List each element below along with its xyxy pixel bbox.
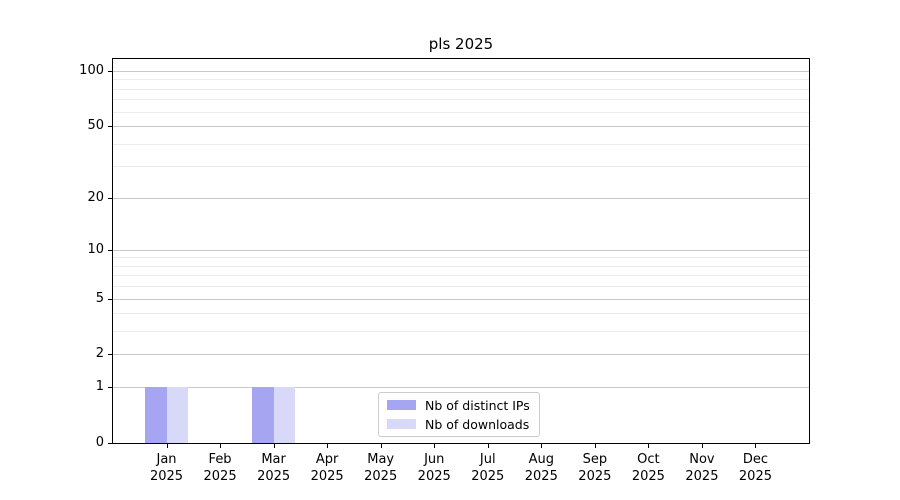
minor-gridline bbox=[113, 79, 809, 81]
legend-label-distinct-ips: Nb of distinct IPs bbox=[425, 397, 530, 413]
y-tick-mark bbox=[108, 125, 112, 127]
minor-gridline bbox=[113, 257, 809, 259]
x-tick-mark bbox=[327, 444, 329, 448]
bars-layer bbox=[113, 59, 809, 443]
minor-gridline bbox=[113, 143, 809, 145]
x-tick-label: Jan 2025 bbox=[149, 452, 184, 484]
bar-mar-series-1 bbox=[273, 387, 296, 443]
y-tick-label: 20 bbox=[87, 189, 104, 205]
x-tick-mark bbox=[380, 444, 382, 448]
minor-gridline bbox=[113, 166, 809, 168]
x-tick-mark bbox=[166, 444, 168, 448]
bar-jan-series-1 bbox=[166, 387, 188, 443]
x-tick-mark bbox=[594, 444, 596, 448]
y-tick-mark bbox=[108, 197, 112, 199]
y-tick-label: 10 bbox=[87, 241, 104, 257]
y-tick-mark bbox=[108, 354, 112, 356]
x-tick-label: Aug 2025 bbox=[524, 452, 558, 484]
y-tick-mark bbox=[108, 443, 112, 444]
y-tick-mark bbox=[108, 70, 112, 72]
major-gridline bbox=[113, 249, 809, 251]
x-tick-label: Apr 2025 bbox=[310, 452, 344, 484]
minor-gridline bbox=[113, 331, 809, 333]
major-gridline bbox=[113, 298, 809, 300]
y-tick-mark bbox=[108, 387, 112, 389]
x-tick-mark bbox=[487, 444, 489, 448]
bar-mar-series-0 bbox=[252, 387, 274, 443]
x-tick-label: Mar 2025 bbox=[257, 452, 291, 484]
major-gridline bbox=[113, 125, 809, 127]
bar-jan-series-0 bbox=[145, 387, 167, 443]
y-tick-label: 50 bbox=[87, 117, 104, 133]
legend-label-downloads: Nb of downloads bbox=[425, 416, 530, 432]
x-tick-label: Nov 2025 bbox=[685, 452, 719, 484]
major-gridline bbox=[113, 354, 809, 356]
y-tick-mark bbox=[108, 249, 112, 251]
minor-gridline bbox=[113, 286, 809, 288]
legend: Nb of distinct IPs Nb of downloads bbox=[378, 392, 540, 437]
legend-swatch-distinct-ips bbox=[387, 400, 416, 410]
y-tick-label: 1 bbox=[95, 379, 104, 395]
minor-gridline bbox=[113, 111, 809, 113]
y-tick-label: 2 bbox=[95, 346, 104, 362]
y-tick-label: 100 bbox=[79, 62, 104, 78]
gridlines-layer bbox=[113, 59, 809, 443]
x-tick-mark bbox=[541, 444, 543, 448]
x-tick-label: Sep 2025 bbox=[578, 452, 612, 484]
major-gridline bbox=[113, 70, 809, 72]
y-tick-label: 5 bbox=[95, 290, 104, 306]
x-tick-label: May 2025 bbox=[364, 452, 398, 484]
minor-gridline bbox=[113, 313, 809, 315]
y-tick-label: 0 bbox=[95, 435, 104, 450]
x-tick-label: Jul 2025 bbox=[471, 452, 505, 484]
x-tick-mark bbox=[701, 444, 703, 448]
x-tick-mark bbox=[273, 444, 275, 448]
x-tick-mark bbox=[648, 444, 650, 448]
y-tick-mark bbox=[108, 298, 112, 300]
major-gridline bbox=[113, 387, 809, 389]
x-tick-label: Jun 2025 bbox=[417, 452, 451, 484]
x-tick-label: Dec 2025 bbox=[738, 452, 772, 484]
chart-title: pls 2025 bbox=[428, 35, 494, 53]
plot-area bbox=[112, 58, 810, 444]
minor-gridline bbox=[113, 265, 809, 267]
minor-gridline bbox=[113, 275, 809, 277]
legend-item-distinct-ips: Nb of distinct IPs bbox=[387, 397, 530, 413]
legend-swatch-downloads bbox=[387, 419, 416, 429]
x-tick-label: Feb 2025 bbox=[203, 452, 237, 484]
major-gridline bbox=[113, 197, 809, 199]
minor-gridline bbox=[113, 99, 809, 101]
x-tick-label: Oct 2025 bbox=[631, 452, 665, 484]
minor-gridline bbox=[113, 88, 809, 90]
x-tick-mark bbox=[220, 444, 222, 448]
x-tick-mark bbox=[755, 444, 757, 448]
legend-item-downloads: Nb of downloads bbox=[387, 416, 530, 432]
x-tick-mark bbox=[434, 444, 436, 448]
